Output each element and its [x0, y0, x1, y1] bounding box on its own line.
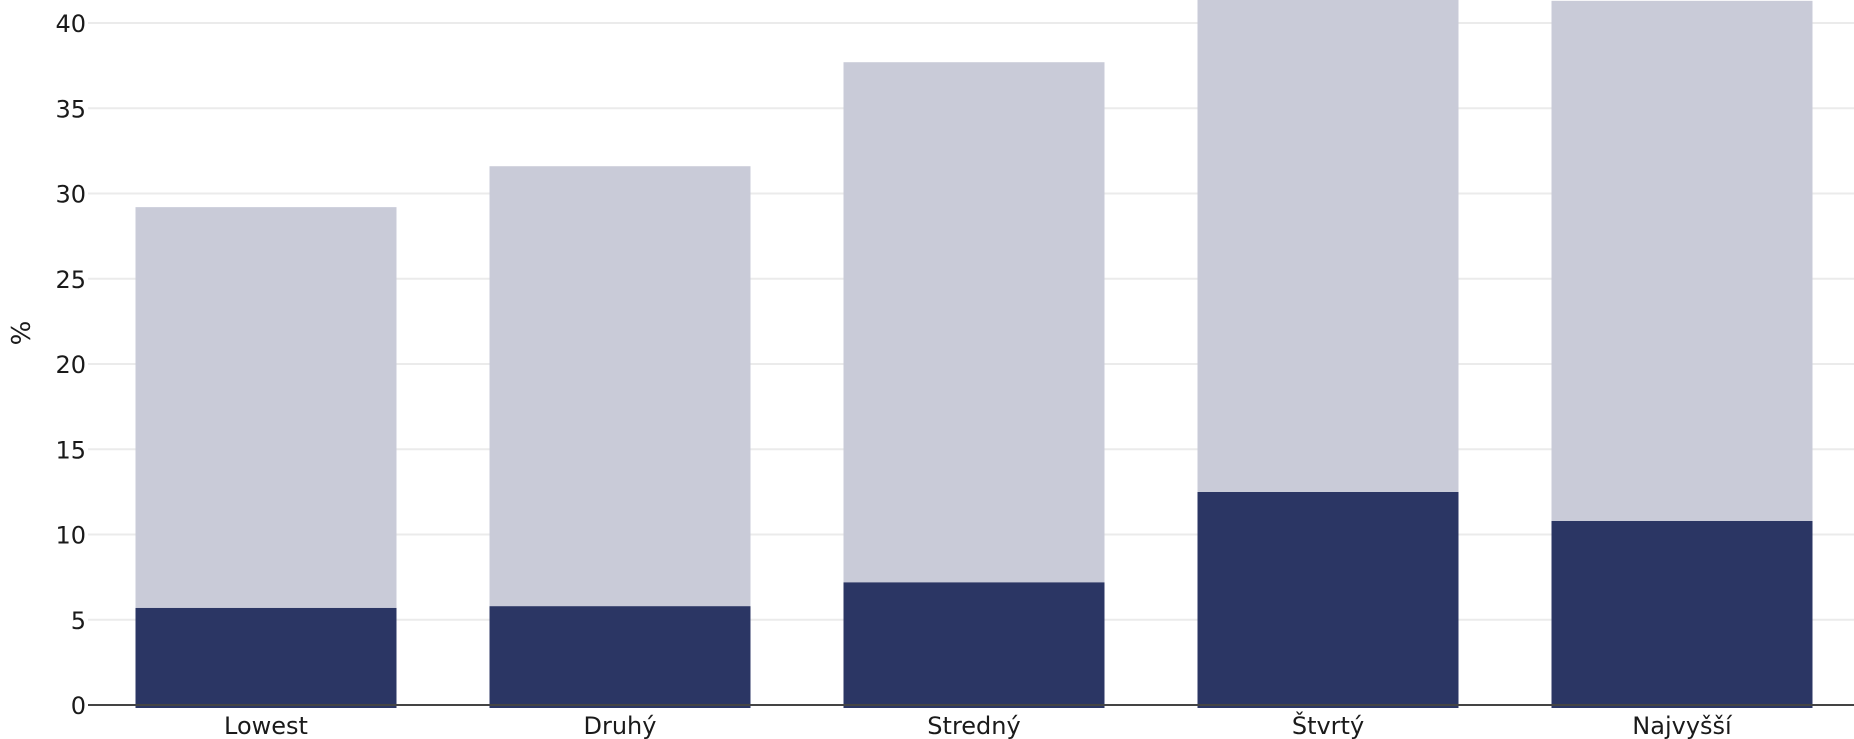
y-tick-label: 25: [55, 266, 86, 294]
y-tick-label: 0: [71, 692, 86, 720]
x-tick-label: Najvyšší: [1632, 712, 1733, 739]
y-tick-label: 30: [55, 181, 86, 209]
bars: [135, 0, 1813, 708]
bar-segment: [1551, 520, 1813, 708]
y-axis-label: %: [7, 321, 37, 346]
x-tick-label: Štvrtý: [1292, 710, 1364, 739]
x-tick-label: Lowest: [224, 712, 308, 739]
x-tick-labels: Lowest Druhý Stredný Štvrtý Najvyšší: [224, 710, 1733, 739]
bar-segment: [843, 582, 1105, 708]
bar-segment: [1197, 0, 1459, 492]
y-tick-label: 20: [55, 351, 86, 379]
y-tick-label: 40: [55, 10, 86, 38]
x-tick-label: Druhý: [584, 712, 657, 739]
y-tick-label: 10: [55, 522, 86, 550]
bar-segment: [489, 166, 751, 607]
bar-segment: [1551, 0, 1813, 521]
x-tick-label: Stredný: [927, 712, 1020, 739]
bar-segment: [1197, 491, 1459, 708]
y-tick-labels: 0 5 10 15 20 25 30 35 40: [55, 10, 86, 720]
y-tick-label: 35: [55, 95, 86, 123]
bar-segment: [843, 62, 1105, 583]
bar-segment: [489, 606, 751, 708]
bar-segment: [135, 607, 397, 708]
y-tick-label: 5: [71, 607, 86, 635]
y-tick-label: 15: [55, 436, 86, 464]
bar-segment: [135, 207, 397, 608]
